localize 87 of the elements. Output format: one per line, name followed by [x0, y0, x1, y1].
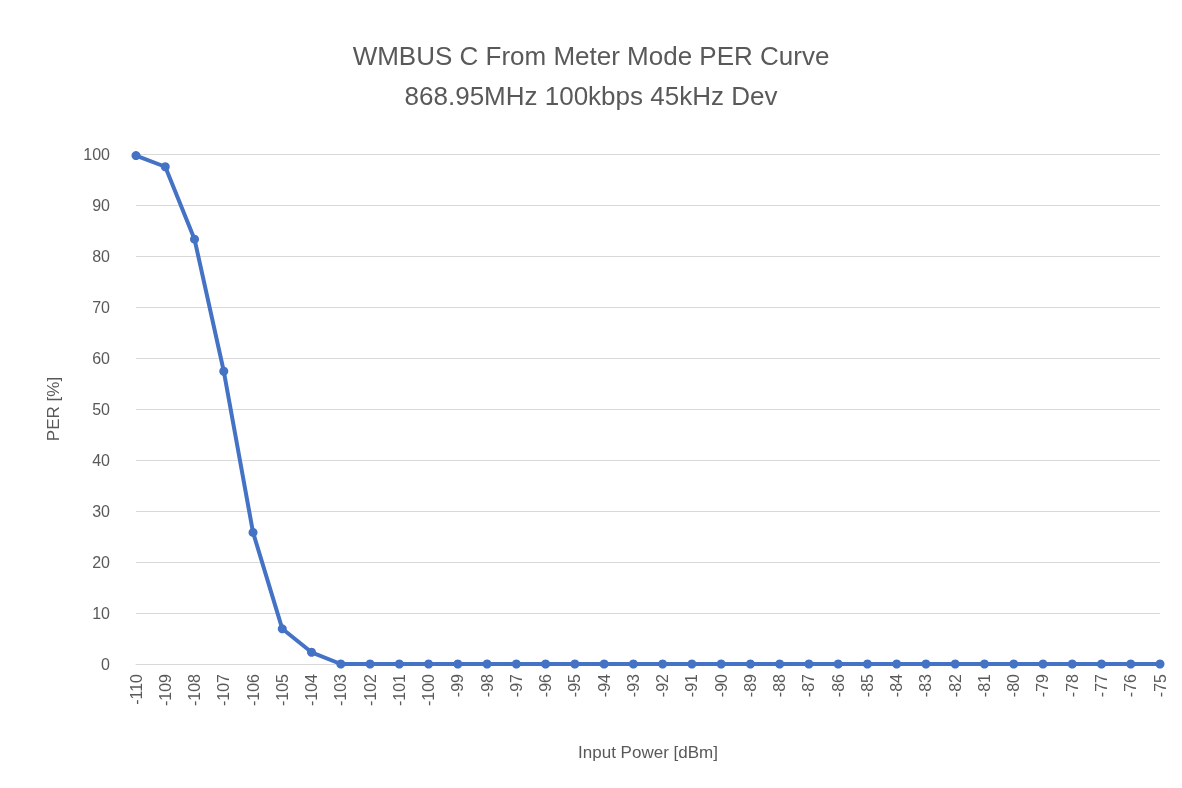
point	[599, 659, 609, 669]
point	[745, 659, 755, 669]
point	[482, 659, 492, 669]
x-tick-label: -102	[361, 673, 379, 707]
x-tick-label: -80	[1005, 673, 1023, 698]
x-tick-label: -95	[566, 673, 584, 698]
point	[804, 659, 814, 669]
x-tick-label: -110	[127, 673, 145, 705]
y-tick-label: 20	[92, 553, 111, 571]
point	[365, 659, 375, 669]
point	[394, 659, 404, 669]
y-tick-label: 100	[83, 145, 111, 163]
x-tick-label: -78	[1063, 673, 1081, 698]
x-tick-label: -88	[771, 673, 789, 698]
y-tick-label: 40	[92, 451, 111, 469]
x-tick-label: -79	[1034, 673, 1052, 698]
x-tick-label: -82	[946, 673, 964, 698]
x-tick-label: -76	[1122, 673, 1140, 698]
point	[336, 659, 346, 669]
y-tick-label: 90	[92, 196, 111, 214]
point	[453, 659, 463, 669]
x-tick-label: -87	[800, 673, 818, 698]
x-tick-label: -103	[332, 673, 350, 707]
x-tick-label: -86	[829, 673, 847, 698]
point	[628, 659, 638, 669]
point	[1067, 659, 1077, 669]
point	[511, 659, 521, 669]
x-tick-label: -108	[186, 673, 204, 707]
point	[833, 659, 843, 669]
point	[892, 659, 902, 669]
point	[979, 659, 989, 669]
y-tick-label: 30	[92, 502, 111, 520]
point	[541, 659, 551, 669]
chart-subtitle: 868.95MHz 100kbps 45kHz Dev	[404, 81, 778, 111]
x-tick-label: -75	[1151, 673, 1169, 698]
point	[716, 659, 726, 669]
x-tick-label: -107	[215, 673, 233, 707]
point	[307, 647, 317, 657]
x-tick-label: -90	[712, 673, 730, 698]
x-tick-label: -94	[595, 673, 613, 698]
point	[190, 234, 200, 244]
x-tick-label: -106	[244, 673, 262, 707]
x-tick-label: -85	[858, 673, 876, 698]
x-tick-label: -84	[888, 673, 906, 698]
x-tick-label: -96	[537, 673, 555, 698]
y-tick-label: 50	[92, 400, 111, 418]
point	[248, 527, 258, 537]
y-tick-label: 60	[92, 349, 111, 367]
x-tick-label: -83	[917, 673, 935, 698]
point	[862, 659, 872, 669]
x-tick-label: -99	[449, 673, 467, 698]
point	[570, 659, 580, 669]
x-tick-label: -77	[1092, 673, 1110, 698]
x-tick-label: -89	[741, 673, 759, 698]
y-tick-label: 70	[92, 298, 111, 316]
x-tick-label: -91	[683, 673, 701, 698]
point	[1155, 659, 1165, 669]
point	[921, 659, 931, 669]
point	[1009, 659, 1019, 669]
point	[277, 624, 287, 634]
point	[658, 659, 668, 669]
x-axis-title: Input Power [dBm]	[578, 743, 718, 762]
point	[1096, 659, 1106, 669]
point	[424, 659, 434, 669]
point	[950, 659, 960, 669]
y-tick-label: 0	[101, 655, 111, 673]
y-tick-label: 10	[92, 604, 111, 622]
point	[219, 366, 229, 376]
x-tick-label: -104	[303, 673, 321, 707]
x-tick-label: -81	[975, 673, 993, 698]
point	[131, 151, 141, 161]
x-tick-label: -98	[478, 673, 496, 698]
y-axis-title: PER [%]	[44, 376, 63, 442]
x-tick-label: -97	[507, 673, 525, 698]
point	[687, 659, 697, 669]
point	[160, 162, 170, 172]
x-tick-label: -93	[624, 673, 642, 698]
point	[1126, 659, 1136, 669]
chart-title: WMBUS C From Meter Mode PER Curve	[352, 41, 830, 71]
point	[775, 659, 785, 669]
x-tick-label: -100	[420, 673, 438, 707]
y-tick-label: 80	[92, 247, 111, 265]
point	[1038, 659, 1048, 669]
x-tick-label: -101	[390, 673, 408, 707]
x-tick-label: -92	[654, 673, 672, 698]
x-tick-label: -109	[156, 673, 174, 707]
x-tick-label: -105	[273, 673, 291, 707]
